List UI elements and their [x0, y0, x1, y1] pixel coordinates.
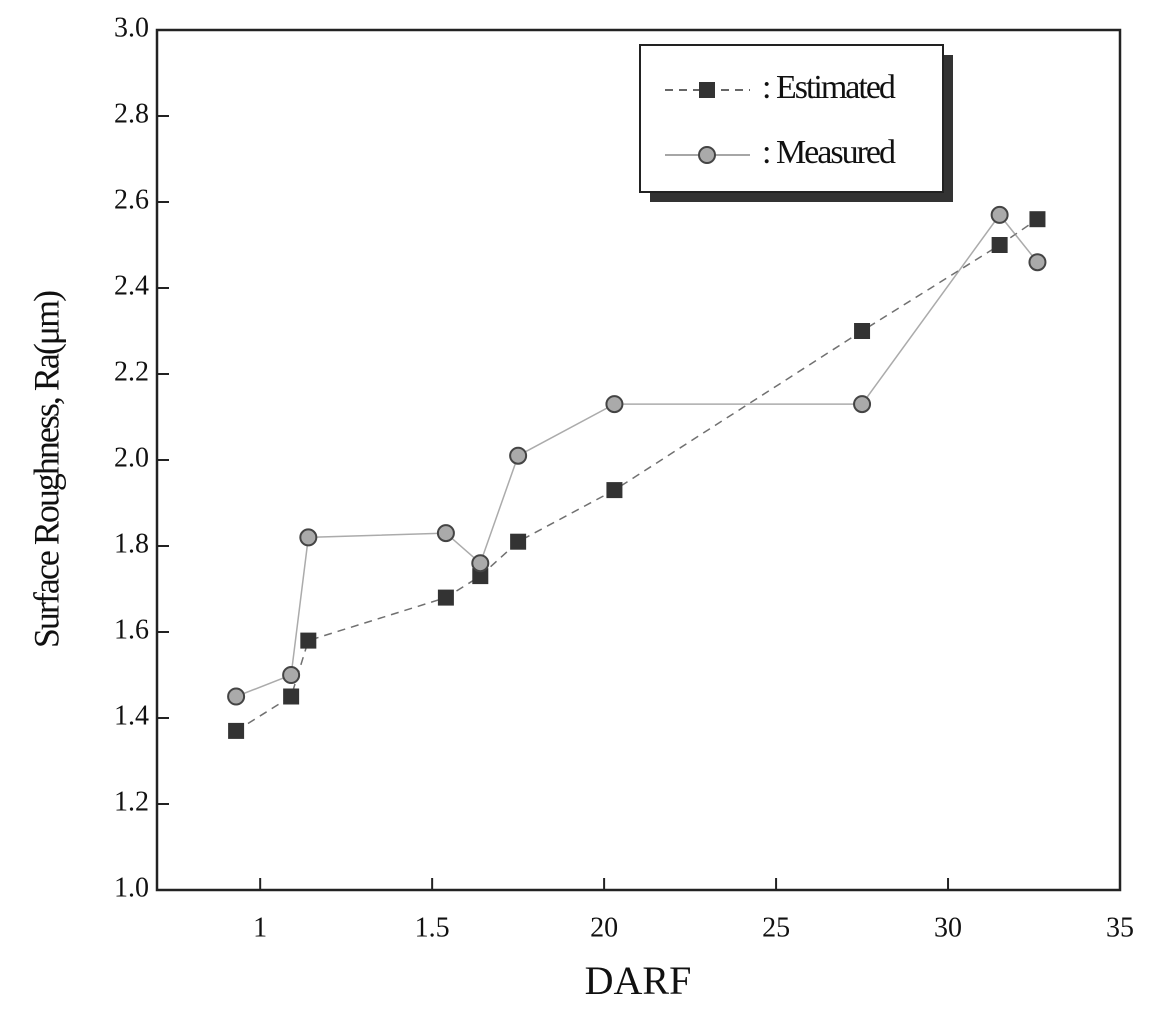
y-tick-label: 1.4 — [114, 700, 149, 731]
x-tick-label: 25 — [762, 912, 790, 943]
data-point — [991, 237, 1008, 253]
x-tick-label: 20 — [590, 912, 618, 943]
y-axis-label: Surface Roughness, Ra(μm) — [26, 291, 66, 648]
data-point — [853, 395, 872, 414]
y-tick-label: 1.6 — [114, 614, 149, 645]
data-point — [300, 632, 317, 649]
x-axis-label: DARF — [585, 958, 692, 1003]
x-tick-label: 30 — [934, 912, 962, 943]
y-tick-label: 2.8 — [114, 98, 149, 129]
data-point — [282, 666, 301, 684]
legend-marker — [698, 146, 716, 164]
y-tick-label: 2.2 — [114, 356, 149, 387]
data-point — [605, 395, 624, 414]
data-point — [472, 568, 489, 585]
data-point — [283, 688, 300, 705]
data-point — [606, 482, 623, 499]
data-point — [299, 528, 318, 547]
data-point — [471, 554, 490, 573]
data-point — [227, 687, 246, 706]
series-line — [235, 218, 1038, 732]
y-tick-label: 2.6 — [114, 184, 149, 215]
plot-frame — [155, 28, 1122, 892]
data-point — [1028, 253, 1047, 272]
y-tick-label: 2.0 — [114, 442, 149, 473]
legend-label: : Measured — [762, 134, 896, 171]
legend-label: : Estimated — [762, 69, 896, 106]
data-point — [509, 446, 528, 465]
y-tick-label: 1.2 — [114, 786, 149, 817]
data-point — [228, 722, 245, 739]
data-point — [1029, 211, 1046, 228]
data-point — [437, 589, 454, 606]
y-tick-label: 1.8 — [114, 528, 149, 559]
data-point — [854, 323, 871, 339]
data-point — [436, 524, 455, 543]
y-tick-label: 2.4 — [114, 270, 149, 301]
legend-marker — [699, 82, 715, 98]
data-point — [990, 205, 1009, 224]
legend — [639, 44, 944, 193]
y-tick-label: 1.0 — [114, 872, 149, 903]
x-tick-label: 1.5 — [415, 912, 450, 943]
data-point — [510, 533, 527, 550]
x-tick-label: 35 — [1106, 912, 1134, 943]
x-tick-label: 1 — [253, 912, 267, 943]
y-tick-label: 3.0 — [114, 12, 149, 43]
series-line — [235, 213, 1039, 698]
